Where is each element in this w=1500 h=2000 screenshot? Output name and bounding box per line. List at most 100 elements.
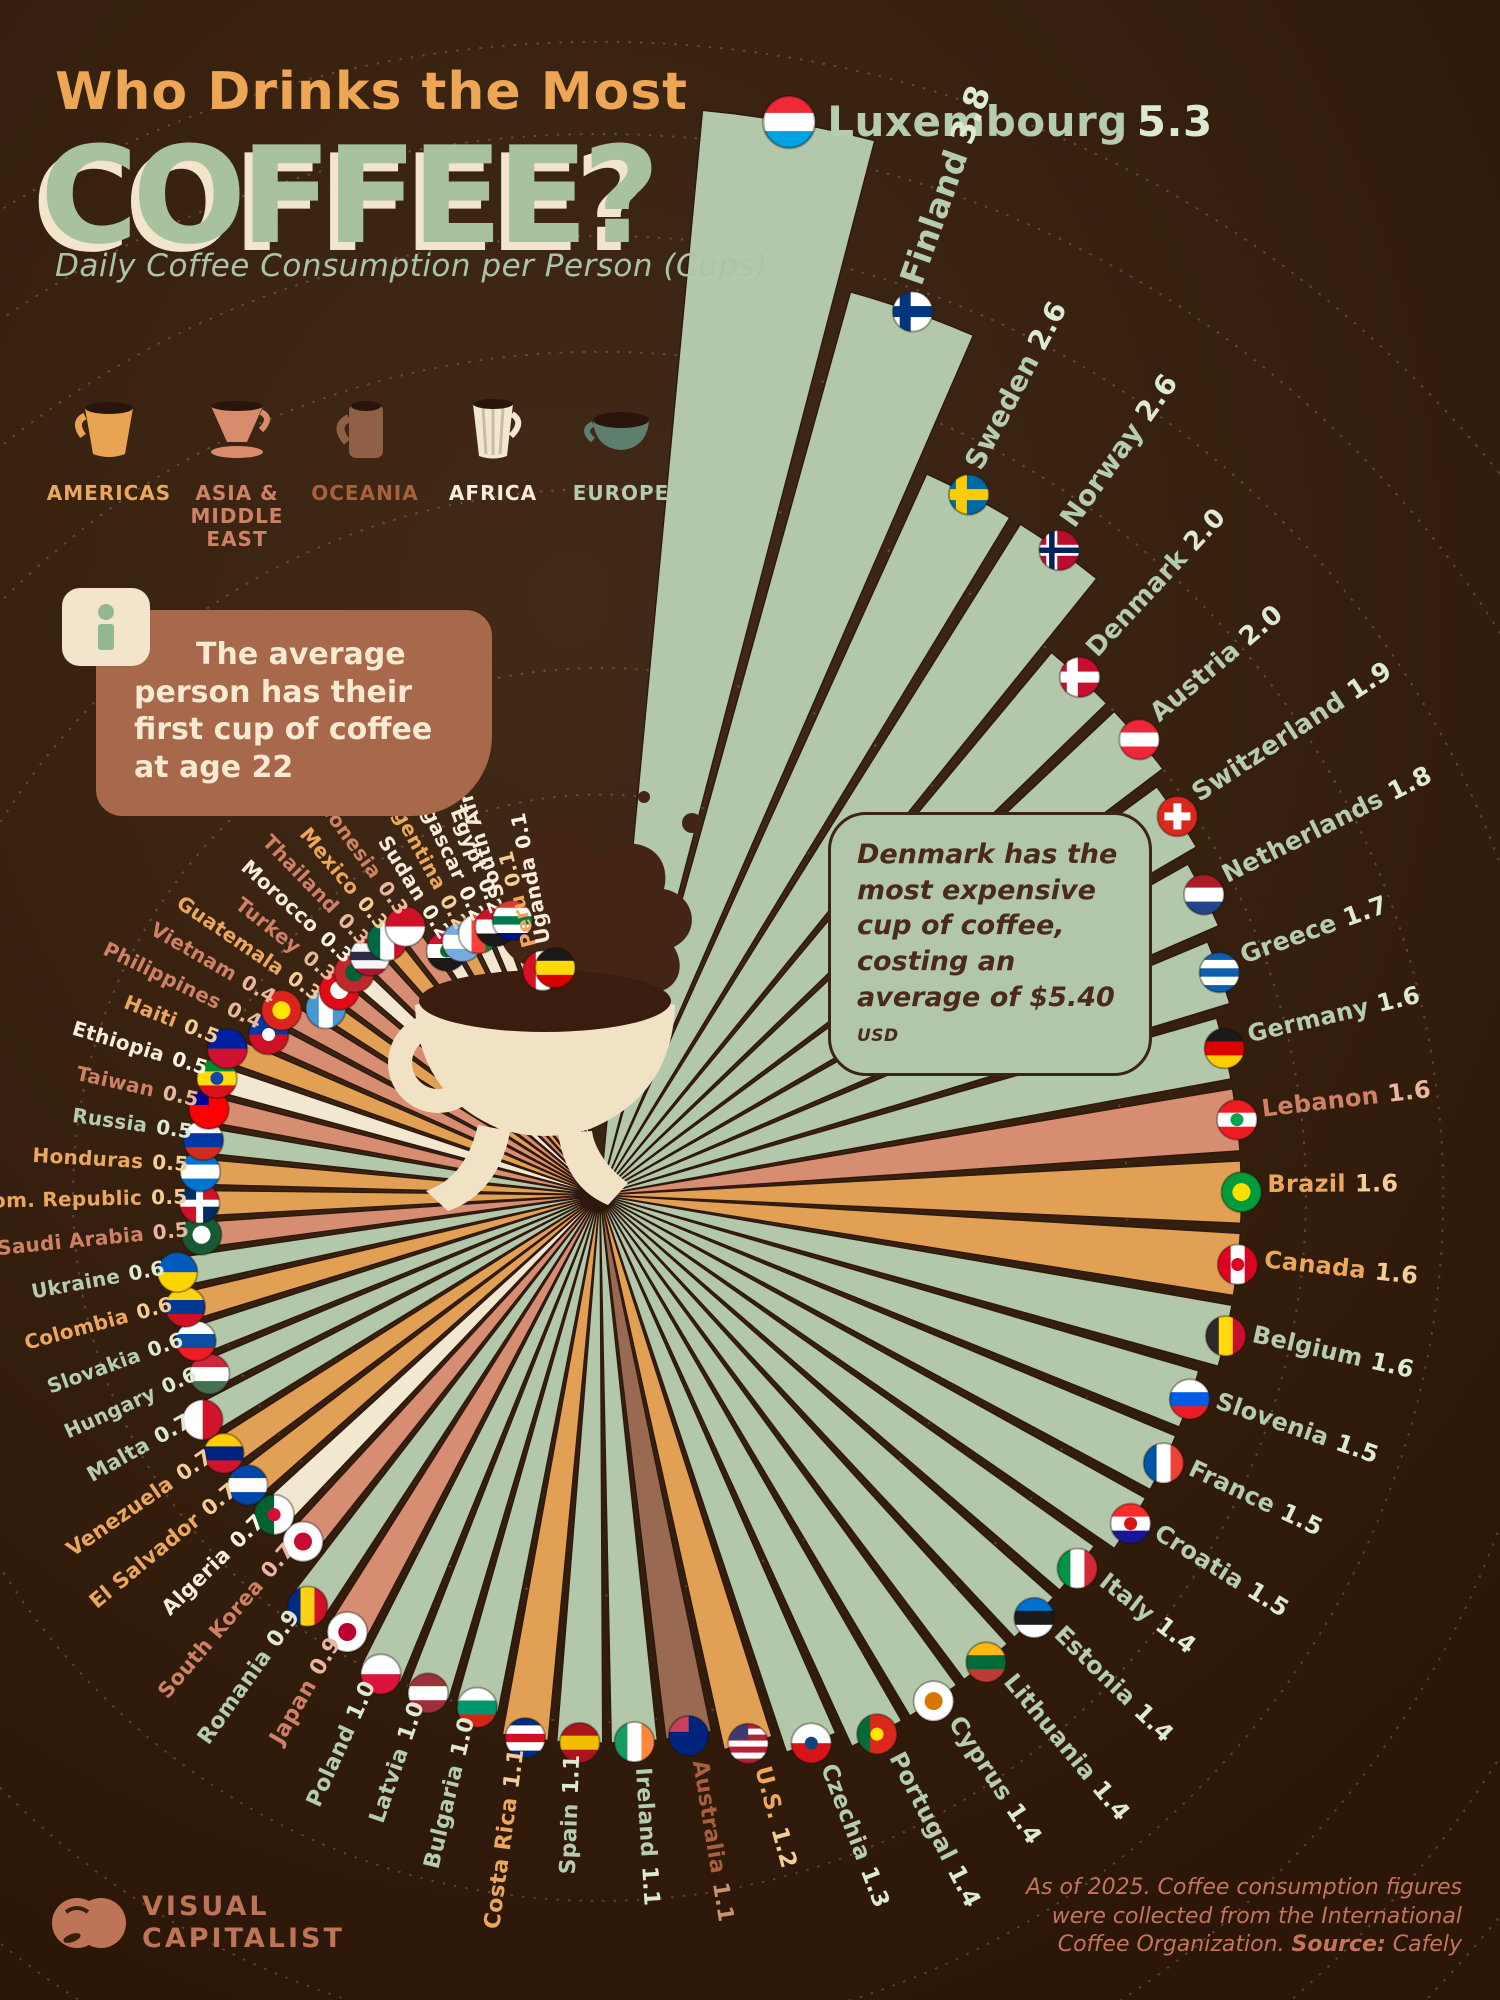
brand-line-1: VISUAL	[142, 1890, 270, 1922]
flag-icon-austria	[1118, 718, 1161, 761]
oceania-mug-icon	[327, 398, 403, 472]
country-label: Honduras 0.5	[32, 1143, 189, 1176]
legend-label-asia: ASIA & MIDDLE EAST	[190, 481, 284, 551]
flag-icon-netherlands	[1183, 873, 1225, 916]
country-label: Austria2.0	[1144, 599, 1289, 728]
flag-icon-el-salvador	[226, 1464, 269, 1507]
country-label: Latvia1.0	[365, 1698, 430, 1826]
country-label: Belgium 1.6	[1250, 1320, 1417, 1384]
country-label: Slovenia1.5	[1212, 1387, 1382, 1469]
country-label: Saudi Arabia 0.5	[0, 1217, 190, 1260]
subtitle: Daily Coffee Consumption per Person (Cup…	[55, 248, 768, 284]
country-label: Bulgaria1.0	[420, 1715, 481, 1872]
brand-line-2: CAPITALIST	[142, 1923, 345, 1954]
flag-icon-luxembourg	[761, 94, 817, 150]
flag-icon-japan	[326, 1611, 369, 1653]
flag-icon-malta	[181, 1398, 224, 1441]
country-label: Luxembourg 5.3	[827, 97, 1213, 146]
flag-icon-belgium	[1204, 1315, 1247, 1357]
flag-icon-estonia	[1013, 1596, 1056, 1639]
coffee-droplet	[638, 791, 650, 803]
country-label: Czechia1.3	[815, 1760, 894, 1911]
flag-icon-france	[1142, 1442, 1185, 1485]
flag-icon-south-korea	[282, 1520, 324, 1563]
flag-icon-latvia	[407, 1672, 450, 1715]
flag-icon-canada	[1216, 1243, 1259, 1286]
flag-icon-germany	[1203, 1027, 1246, 1070]
cup-coffee-surface	[419, 970, 671, 1032]
europe-cup-icon	[583, 398, 659, 472]
legend-item-americas: AMERICAS	[45, 398, 173, 551]
country-label: Netherlands1.8	[1217, 760, 1436, 888]
country-label: Dom. Republic 0.5	[0, 1185, 188, 1213]
legend-label-europe: EUROPE	[572, 481, 670, 505]
country-label: Greece1.7	[1236, 890, 1391, 970]
flag-icon-portugal	[856, 1713, 898, 1756]
country-label: Denmark2.0	[1081, 503, 1232, 663]
flag-icon-norway	[1038, 529, 1081, 572]
country-label: Norway2.6	[1053, 367, 1184, 533]
title-line-1: Who Drinks the Most	[55, 62, 689, 122]
flag-icon-australia	[667, 1714, 710, 1757]
country-label: Venezuela0.7	[62, 1445, 217, 1562]
flag-icon-vietnam	[260, 989, 303, 1032]
americas-cup-icon	[71, 398, 147, 472]
country-label: Cyprus1.4	[943, 1711, 1048, 1850]
cup-leg-left	[426, 1125, 510, 1211]
country-label: Portugal1.4	[884, 1747, 987, 1912]
info-note-box: The average person has their first cup o…	[96, 610, 492, 816]
flag-icon-indonesia	[384, 905, 427, 948]
source-note: As of 2025. Coffee consumption figures w…	[1025, 1875, 1462, 1958]
flag-icon-croatia	[1109, 1502, 1152, 1545]
source-label: Source:	[1291, 1932, 1386, 1958]
flag-icon-algeria	[253, 1493, 296, 1536]
cup-leg-right	[558, 1131, 628, 1205]
flag-icon-romania	[286, 1585, 329, 1628]
flag-icon-spain	[558, 1721, 601, 1764]
country-label: Canada 1.6	[1263, 1245, 1420, 1290]
country-label: Russia 0.5	[71, 1103, 194, 1143]
flag-icon-greece	[1198, 951, 1241, 994]
flag-icon-uganda	[534, 946, 577, 989]
country-label: Ireland1.1	[630, 1767, 664, 1907]
flag-icon-lithuania	[965, 1641, 1008, 1684]
legend: AMERICAS ASIA & MIDDLE EAST OCEANIA AFRICA E…	[45, 398, 685, 551]
flag-icon-ireland	[613, 1721, 656, 1763]
visual-capitalist-logo: VISUAL CAPITALIST	[48, 1882, 345, 1964]
flag-icon-bulgaria	[456, 1686, 499, 1729]
legend-item-europe: EUROPE	[557, 398, 685, 551]
country-label: Spain1.1	[556, 1754, 585, 1875]
flag-icon-sweden	[947, 473, 990, 516]
country-label: Ukraine 0.6	[29, 1256, 166, 1304]
legend-label-americas: AMERICAS	[46, 481, 172, 505]
country-label: France1.5	[1185, 1454, 1328, 1541]
coffee-droplet	[682, 813, 702, 833]
country-label: Italy1.4	[1094, 1567, 1201, 1659]
flag-icon-costa-rica	[504, 1717, 547, 1759]
flag-icon-ukraine	[156, 1251, 199, 1294]
callout-text: Denmark has the most expensive cup of co…	[857, 839, 1118, 1013]
country-label: Germany1.6	[1245, 981, 1423, 1049]
legend-item-asia: ASIA & MIDDLE EAST	[173, 398, 301, 551]
legend-item-africa: AFRICA	[429, 398, 557, 551]
info-note-text: The average person has their first cup o…	[134, 637, 433, 785]
flag-icon-italy	[1056, 1547, 1099, 1590]
asia-middle-east-cup-icon	[199, 398, 275, 472]
flag-icon-colombia	[164, 1286, 207, 1328]
country-label: Sweden2.6	[958, 296, 1074, 475]
flag-icon-denmark	[1058, 656, 1101, 699]
flag-icon-switzerland	[1156, 795, 1199, 838]
africa-ribbed-cup-icon	[455, 398, 531, 472]
callout-unit: USD	[857, 1026, 899, 1047]
legend-label-oceania: OCEANIA	[311, 481, 419, 505]
coffee-cup-illustration	[388, 791, 702, 1211]
legend-label-africa: AFRICA	[448, 481, 538, 505]
flag-icon-poland	[359, 1653, 402, 1696]
country-label: Croatia1.5	[1150, 1519, 1294, 1623]
flag-icon-south-africa	[491, 899, 534, 942]
gridline-arc	[0, 488, 1307, 1902]
info-icon	[98, 604, 114, 650]
info-icon-tile	[62, 588, 150, 666]
